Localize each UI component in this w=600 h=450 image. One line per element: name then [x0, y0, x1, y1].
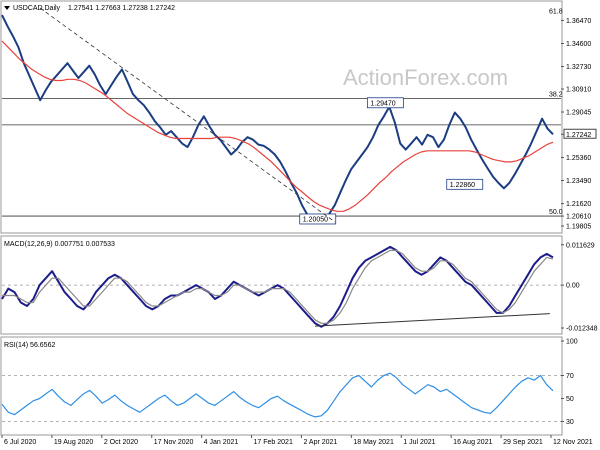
ohlc-label: 1.27541 1.27663 1.27238 1.27242: [68, 5, 175, 12]
x-tick-label: 12 Nov 2021: [553, 439, 593, 446]
price-series-moving-average: [1, 40, 554, 212]
x-tick-label: 17 Feb 2021: [254, 439, 293, 446]
x-tick-label: 2 Apr 2021: [303, 439, 337, 446]
price-y-tick-label: 1.27242: [566, 132, 591, 139]
price-annotation: 1.29470: [366, 97, 404, 109]
x-tick-label: 4 Jan 2021: [204, 439, 239, 446]
annotation-box: [299, 213, 337, 225]
annotation-box: [366, 97, 404, 109]
fib-level-label: 50.0: [549, 209, 563, 216]
x-tick-label: 16 Aug 2021: [453, 439, 492, 446]
price-series-price: [1, 14, 554, 224]
x-tick-label: 29 Sep 2021: [503, 439, 543, 446]
rsi-layer: 100 70 50 30: [1, 339, 578, 426]
macd-y-tick-label: 0.00: [566, 283, 580, 290]
price-layer: 1.36470 1.34600 1.32730 1.30910 1.29045 1.272…: [1, 7, 597, 231]
rsi-series-rsi: [1, 372, 554, 418]
dropdown-triangle-icon[interactable]: [4, 6, 10, 10]
price-y-tick-label: 1.30910: [566, 87, 591, 94]
rsi-y-tick-label: 70: [566, 373, 574, 380]
price-y-tick-label: 1.23490: [566, 178, 591, 185]
price-y-tick-label: 1.25360: [566, 155, 591, 162]
symbol-label: USDCAD,Daily: [13, 5, 61, 12]
rsi-y-tick-label: 30: [566, 419, 574, 426]
rsi-y-tick-label: 50: [566, 396, 574, 403]
watermark: ActionForex.com: [343, 65, 508, 90]
price-y-tick-label: 1.19805: [566, 224, 591, 231]
macd-y-tick-label: -0.012348: [566, 326, 598, 333]
x-tick-label: 1 Jul 2021: [403, 439, 435, 446]
macd-title: MACD(12,26,9) 0.007751 0.007533: [4, 241, 115, 248]
fib-level-label: 61.8: [549, 9, 563, 16]
rsi-y-tick-label: 100: [566, 339, 578, 346]
price-y-tick-label: 1.32730: [566, 64, 591, 71]
annotation-label: 1.20050: [303, 216, 328, 223]
symbol-header[interactable]: USDCAD,Daily 1.27541 1.27663 1.27238 1.2…: [4, 5, 175, 12]
x-tick-label: 17 Nov 2020: [154, 439, 194, 446]
price-y-tick-label: 1.34600: [566, 41, 591, 48]
annotation-box: [446, 178, 484, 190]
annotation-label: 1.22860: [450, 182, 475, 189]
macd-series-signal: [2, 249, 554, 324]
price-trend-line: [39, 7, 336, 223]
x-tick-label: 19 Aug 2020: [54, 439, 93, 446]
x-tick-label: 6 Jul 2020: [4, 439, 36, 446]
current-price-box: [563, 128, 597, 139]
price-annotation: 1.22860: [446, 178, 484, 190]
macd-layer: 0.011629 0.00 -0.012348: [1, 242, 598, 333]
macd-series-macd: [1, 245, 554, 328]
rsi-panel: [0, 336, 563, 436]
price-annotation: 1.20050: [299, 213, 337, 225]
fib-level-label: 38.2: [549, 91, 563, 98]
x-axis: 6 Jul 2020 19 Aug 2020 2 Oct 2020 17 Nov 20…: [1, 435, 593, 446]
rsi-title: RSI(14) 56.6562: [4, 342, 55, 349]
x-tick-label: 18 May 2021: [353, 439, 394, 446]
macd-trend-line: [315, 313, 550, 327]
annotation-label: 1.29470: [370, 100, 395, 107]
macd-y-tick-label: 0.011629: [566, 242, 595, 249]
price-y-tick-label: 1.29045: [566, 110, 591, 117]
price-panel: [0, 0, 563, 234]
price-y-tick-label: 1.21620: [566, 201, 591, 208]
x-tick-label: 2 Oct 2020: [104, 439, 138, 446]
price-y-tick-label: 1.36470: [566, 18, 591, 25]
price-y-tick-label: 1.20610: [566, 214, 591, 221]
